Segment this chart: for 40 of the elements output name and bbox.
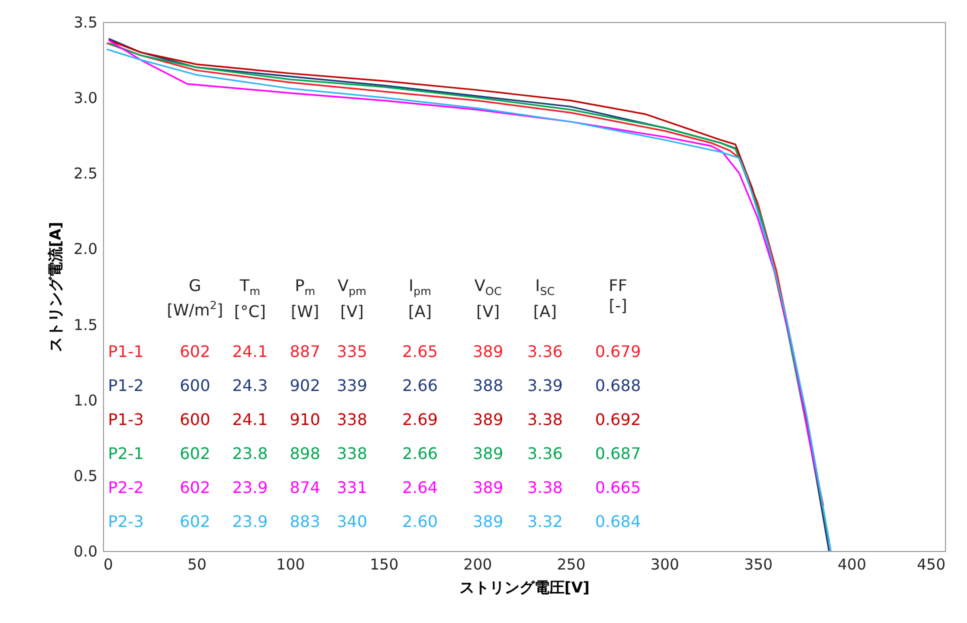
y-tick-label: 3.0 (74, 89, 98, 108)
y-tick-label: 0.5 (74, 466, 98, 485)
text: 600 24.1 910 338 2.69 389 3.38 0.692 (180, 410, 641, 429)
y-tick-label: 0.0 (74, 542, 98, 560)
x-tick-label: 400 (838, 556, 866, 574)
annotation: G [W/m$^{2}$] (166, 276, 224, 320)
x-tick-label: 450 (916, 556, 946, 574)
annotation: I$_{pm}$ [A] (408, 276, 432, 322)
text: 602 24.1 887 335 2.65 389 3.36 0.679 (180, 342, 641, 361)
annotation: V$_{pm}$ [V] (338, 276, 366, 322)
annotation: V$_{OC}$ [V] (474, 276, 502, 322)
x-tick-label: 100 (276, 556, 305, 574)
annotation: FF [-] (608, 276, 628, 316)
text: P1-1 (108, 342, 144, 361)
y-tick-label: 1.0 (74, 391, 98, 410)
text: 602 23.9 883 340 2.60 389 3.32 0.684 (180, 512, 641, 531)
y-tick-label: 1.5 (74, 316, 98, 334)
x-tick-label: 0 (104, 556, 114, 574)
annotation: T$_{m}$ [°C] (234, 276, 266, 322)
x-tick-label: 250 (556, 556, 586, 574)
text: P1-3 (108, 410, 144, 429)
annotation: I$_{SC}$ [A] (533, 276, 557, 322)
x-tick-label: 50 (188, 556, 207, 574)
x-tick-label: 300 (650, 556, 680, 574)
text: P1-2 (108, 376, 144, 395)
x-tick-label: 200 (463, 556, 492, 574)
text: 600 24.3 902 339 2.66 388 3.39 0.688 (180, 376, 641, 395)
y-tick-label: 3.5 (74, 14, 98, 32)
y-axis-title: ストリング電流[A] (46, 222, 65, 352)
x-axis-title: ストリング電圧[V] (459, 578, 590, 596)
text: P2-3 (108, 512, 144, 531)
x-tick-label: 350 (744, 556, 773, 574)
y-tick-label: 2.5 (74, 164, 98, 183)
text: P2-1 (108, 444, 144, 463)
text: 602 23.8 898 338 2.66 389 3.36 0.687 (180, 444, 641, 463)
x-tick-label: 150 (370, 556, 398, 574)
annotation: P$_{m}$ [W] (290, 276, 320, 322)
text: P2-2 (108, 478, 144, 497)
y-tick-label: 2.0 (74, 240, 98, 258)
text: 602 23.9 874 331 2.64 389 3.38 0.665 (180, 478, 641, 497)
